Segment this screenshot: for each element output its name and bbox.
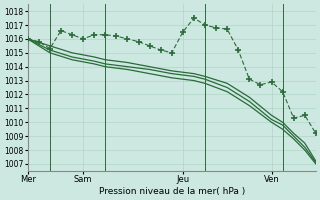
X-axis label: Pression niveau de la mer( hPa ): Pression niveau de la mer( hPa ) — [99, 187, 245, 196]
